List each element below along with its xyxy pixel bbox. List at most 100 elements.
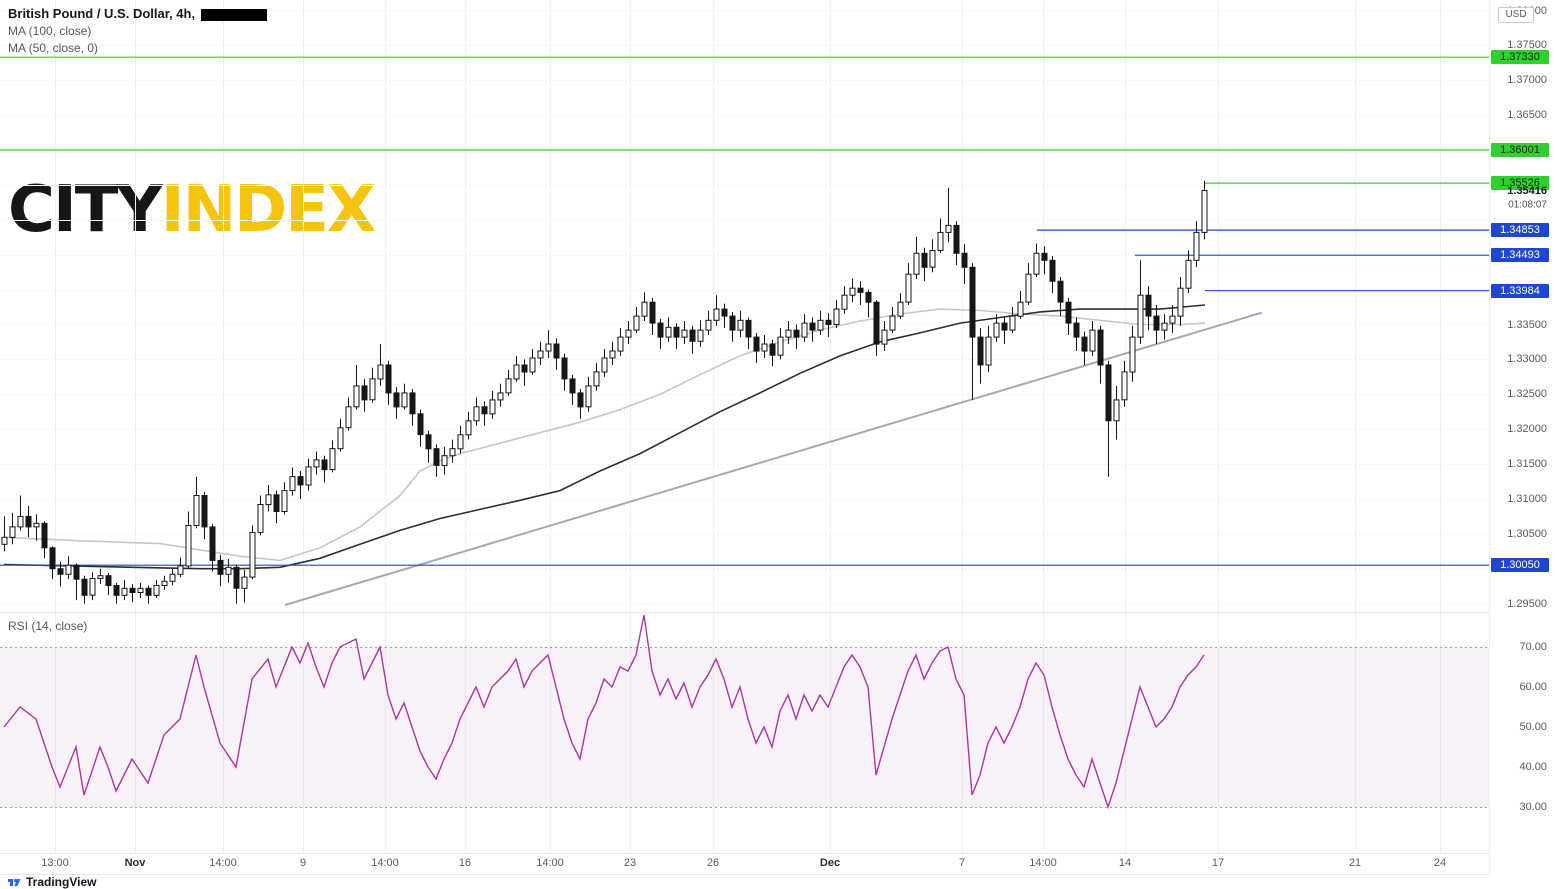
candle-body <box>1089 329 1096 352</box>
candle-body <box>113 585 120 596</box>
candle-body <box>745 319 752 338</box>
candle-body <box>505 378 512 394</box>
candle-body <box>305 466 312 486</box>
ma50-legend[interactable]: MA (50, close, 0) <box>8 41 99 55</box>
symbol-title[interactable]: British Pound / U.S. Dollar, 4h, <box>8 6 196 21</box>
time-tick-label: 26 <box>706 857 720 869</box>
rsi-line[interactable] <box>3 614 1205 810</box>
time-tick-label: 14:00 <box>536 857 564 869</box>
candle-body <box>1081 336 1088 352</box>
ma50-line[interactable] <box>3 308 1206 562</box>
symbol-title-row[interactable]: British Pound / U.S. Dollar, 4h, <box>8 6 268 21</box>
level-label-blue: 1.34493 <box>1491 248 1549 263</box>
candle-body <box>377 364 384 380</box>
trendline[interactable] <box>284 311 1263 606</box>
candle-body <box>225 566 232 575</box>
ma100-line[interactable] <box>3 304 1206 570</box>
candle-body <box>817 319 824 331</box>
candle-body <box>409 392 416 415</box>
tradingview-logo-icon[interactable] <box>7 875 21 889</box>
candle-body <box>1177 287 1184 317</box>
footer-bar: TradingView <box>0 875 1555 889</box>
candle-body <box>433 448 440 466</box>
candle-body <box>137 587 144 593</box>
candle-body <box>769 343 776 356</box>
candle-body <box>657 322 664 338</box>
candle-body <box>217 559 224 575</box>
time-axis-separator <box>0 853 1555 854</box>
candle-body <box>201 495 208 528</box>
candle-body <box>697 329 704 342</box>
price-tick-label: 1.33500 <box>1507 318 1547 331</box>
candle-body <box>1073 322 1080 338</box>
rsi-tick-label: 30.00 <box>1519 801 1547 813</box>
candle-body <box>1193 231 1200 261</box>
candle-body <box>689 329 696 342</box>
time-tick-label: 9 <box>299 857 307 869</box>
candle-body <box>1113 399 1120 422</box>
candle-body <box>281 490 288 513</box>
rsi-legend[interactable]: RSI (14, close) <box>8 619 88 633</box>
candle-body <box>361 385 368 401</box>
candle-body <box>1017 301 1024 317</box>
candle-body <box>385 364 392 394</box>
candle-body <box>889 315 896 331</box>
price-tick-label: 1.29500 <box>1507 597 1547 610</box>
candle-body <box>737 319 744 331</box>
time-axis[interactable]: 13:00 Nov 14:00 9 14:00 16 14:00 23 26 Dec 7 14:00 1… <box>0 856 1489 874</box>
candle-body <box>289 476 296 492</box>
time-tick-label: 24 <box>1433 857 1447 869</box>
candle-body <box>25 515 32 528</box>
chart-canvas[interactable] <box>0 0 1489 875</box>
candle-body <box>529 357 536 373</box>
candle-body <box>905 273 912 303</box>
candle-body <box>937 231 944 251</box>
level-label-blue: 1.33984 <box>1491 283 1549 298</box>
time-tick-label: 14:00 <box>209 857 237 869</box>
candle-body <box>1129 336 1136 373</box>
candle-body <box>521 364 528 373</box>
candle-body <box>897 301 904 317</box>
pane-separator[interactable] <box>0 612 1555 613</box>
candle-body <box>473 406 480 422</box>
current-price-label: 1.35416 <box>1507 184 1547 197</box>
candle-body <box>129 587 136 593</box>
price-tick-label: 1.31000 <box>1507 493 1547 505</box>
candle-body <box>233 566 240 589</box>
candle-body <box>353 385 360 408</box>
candle-body <box>977 336 984 366</box>
candle-body <box>785 329 792 338</box>
candle-body <box>649 301 656 324</box>
candle-body <box>849 287 856 296</box>
candle-body <box>145 587 152 596</box>
price-tick-label: 1.32000 <box>1507 423 1547 436</box>
candle-body <box>673 326 680 338</box>
candle-body <box>833 308 840 326</box>
candle-body <box>753 336 760 352</box>
time-tick-label: 23 <box>623 857 637 869</box>
candle-body <box>577 392 584 408</box>
candle-body <box>177 565 184 575</box>
candle-body <box>481 406 488 415</box>
candle-body <box>841 294 848 310</box>
price-axis[interactable]: USD 1.35416 01:08:07 1.380001.375001.370… <box>1489 0 1555 875</box>
candle-body <box>761 343 768 352</box>
candle-body <box>41 522 48 549</box>
candle-body <box>969 266 976 338</box>
cityindex-watermark: CITYINDEX <box>8 178 376 242</box>
candle-countdown: 01:08:07 <box>1508 199 1547 211</box>
rsi-band <box>0 647 1489 807</box>
candle-body <box>9 526 16 538</box>
tradingview-brand[interactable]: TradingView <box>26 875 97 889</box>
candle-body <box>185 525 192 567</box>
rsi-tick-label: 50.00 <box>1519 721 1547 733</box>
candle-body <box>97 575 104 580</box>
ma100-legend[interactable]: MA (100, close) <box>8 24 92 38</box>
candle-body <box>929 250 936 268</box>
candle-body <box>265 494 272 506</box>
currency-unit-box[interactable]: USD <box>1498 7 1534 23</box>
level-label-green: 1.37330 <box>1491 50 1549 65</box>
candle-body <box>105 575 112 587</box>
candle-body <box>57 568 64 575</box>
candle-body <box>1169 315 1176 324</box>
